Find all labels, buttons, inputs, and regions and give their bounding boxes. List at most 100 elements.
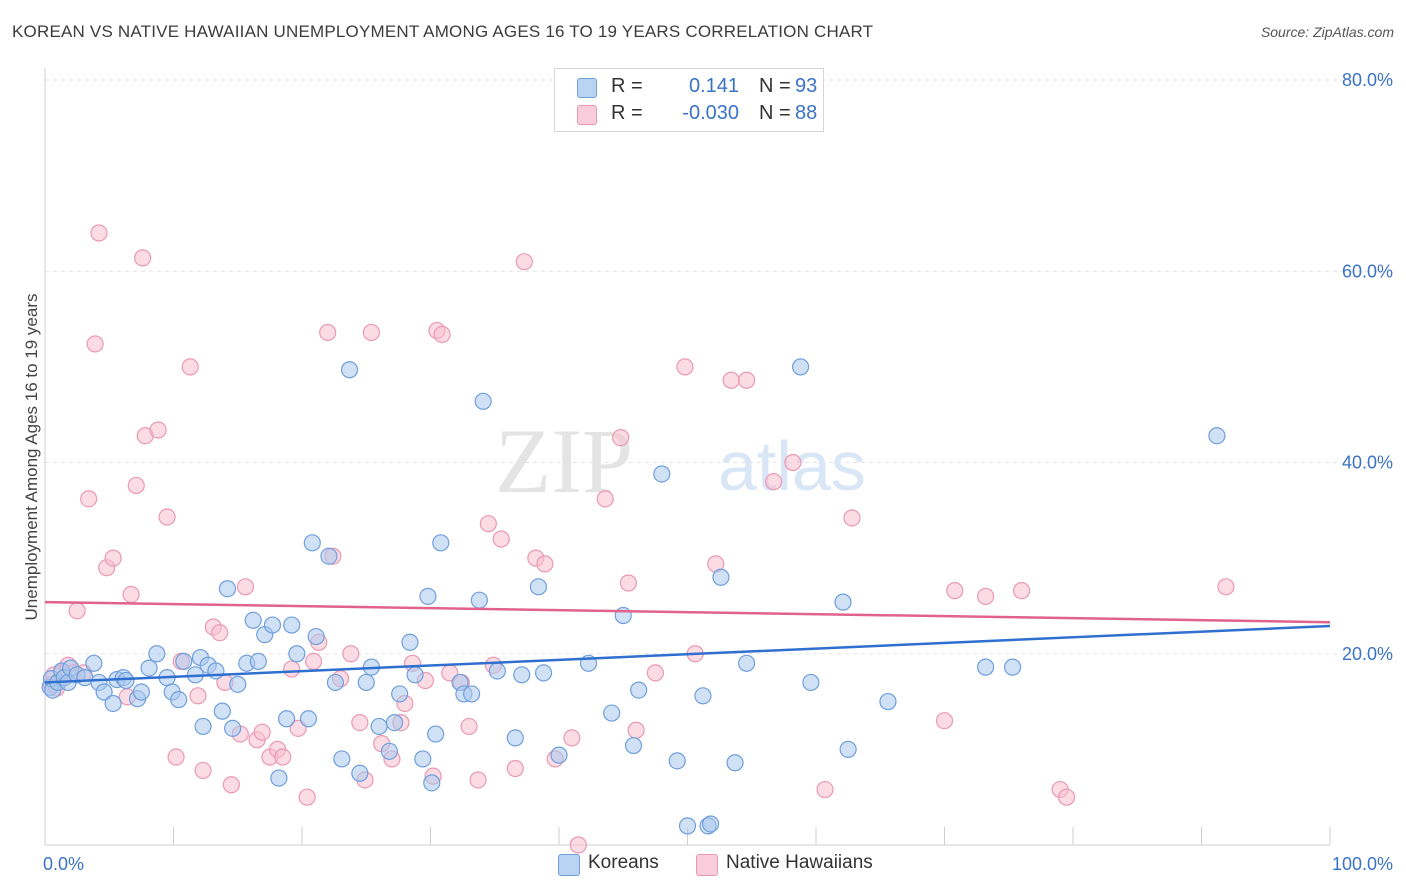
data-point-koreans [414,750,432,768]
data-point-native-hawaiians [283,660,301,678]
data-point-koreans [351,764,369,782]
trend-line-koreans [44,624,1331,684]
legend-n-value: 88 [795,102,818,124]
data-point-native-hawaiians [274,748,292,766]
data-point-koreans [370,717,388,736]
data-point-koreans [148,645,166,663]
data-point-native-hawaiians [149,421,167,439]
data-point-koreans [726,754,744,772]
legend-r-value: 0.141 [688,75,739,97]
data-point-koreans [427,725,445,743]
data-point-native-hawaiians [304,652,323,671]
data-point-koreans [132,683,150,701]
data-point-koreans [244,611,262,629]
legend-n-label: N = [759,75,791,97]
data-point-native-hawaiians [211,624,229,642]
data-point-koreans [488,662,506,680]
data-point-koreans [534,664,553,682]
legend-n-value: 93 [795,75,818,97]
y-tick-label: 80.0% [1342,70,1393,90]
data-point-koreans [95,683,113,701]
correlation-legend: R = 0.141 N = 93 R = -0.030 N = 88 [554,68,824,132]
data-point-koreans [401,633,419,651]
data-point-native-hawaiians [738,371,756,389]
data-point-koreans [603,704,621,722]
data-point-koreans [653,465,671,483]
bottom-swatch-koreans [558,854,580,876]
data-point-native-hawaiians [122,585,140,604]
data-point-native-hawaiians [134,249,152,267]
data-point-koreans [419,587,437,605]
data-point-koreans [249,652,267,671]
data-point-native-hawaiians [816,780,834,799]
data-point-koreans [207,662,225,680]
data-point-native-hawaiians [563,729,581,747]
data-point-native-hawaiians [506,759,524,778]
data-point-koreans [224,719,242,737]
data-point-koreans [1208,427,1226,445]
data-point-native-hawaiians [90,224,108,242]
bottom-legend-label-hawaiians: Native Hawaiians [726,852,873,873]
y-axis-label: Unemployment Among Ages 16 to 19 years [22,294,41,621]
data-point-koreans [678,817,697,835]
tick-labels: 20.0% 40.0% 60.0% 80.0% 0.0% 100.0% [43,70,1393,874]
data-point-native-hawaiians [536,555,554,573]
data-point-native-hawaiians [319,323,337,342]
data-point-native-hawaiians [935,712,954,730]
data-point-koreans [513,666,531,684]
data-point-koreans [879,692,897,711]
trend-lines [44,600,1331,684]
data-point-native-hawaiians [68,602,86,620]
y-tick-label: 20.0% [1342,644,1393,664]
data-point-native-hawaiians [433,325,451,343]
data-point-koreans [263,616,282,634]
data-point-koreans [303,534,321,552]
data-point-koreans [307,627,325,646]
series-koreans-points [41,358,1226,835]
data-point-koreans [380,742,398,760]
data-point-native-hawaiians [1012,582,1031,600]
data-point-native-hawaiians [596,490,614,508]
data-point-native-hawaiians [722,371,740,389]
data-point-native-hawaiians [946,582,964,600]
data-point-koreans [802,673,820,692]
data-point-koreans [85,654,103,672]
data-point-koreans [474,392,492,410]
data-point-native-hawaiians [104,549,122,567]
data-point-native-hawaiians [676,358,694,376]
data-point-koreans [432,534,450,552]
data-point-koreans [117,671,135,690]
data-point-native-hawaiians [167,748,185,766]
data-point-koreans [694,687,712,705]
data-point-koreans [229,675,247,693]
data-point-koreans [506,729,524,747]
watermark: ZIP atlas [495,410,866,512]
data-point-koreans [463,685,481,703]
data-point-native-hawaiians [351,713,369,732]
data-point-koreans [712,568,730,586]
data-point-koreans [791,358,810,376]
data-point-koreans [630,681,648,699]
data-point-koreans [213,702,231,720]
chart-title: KOREAN VS NATIVE HAWAIIAN UNEMPLOYMENT A… [12,22,874,41]
data-point-native-hawaiians [469,771,487,789]
legend-r-label: R = [611,75,643,97]
legend-swatch-koreans [577,78,597,98]
trend-line-native-hawaiians [44,600,1331,624]
legend-r-value: -0.030 [682,102,739,124]
data-point-native-hawaiians [298,788,316,806]
data-point-koreans [357,673,375,692]
series-native-hawaiians-points [42,224,1235,854]
data-point-native-hawaiians [977,587,995,605]
data-point-koreans [333,750,351,768]
data-point-native-hawaiians [189,687,207,705]
y-tick-label: 60.0% [1342,261,1393,281]
data-point-native-hawaiians [627,721,645,739]
legend-r-label: R = [611,102,643,124]
data-point-native-hawaiians [362,323,380,342]
data-point-native-hawaiians [515,253,533,271]
data-point-native-hawaiians [784,453,802,472]
data-point-koreans [470,591,488,609]
data-point-koreans [170,691,188,709]
data-point-native-hawaiians [86,335,104,353]
